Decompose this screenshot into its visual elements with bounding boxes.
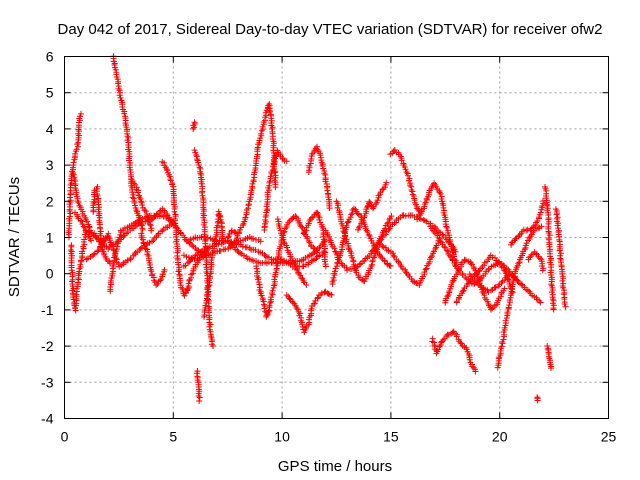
data-point [116,86,122,92]
x-tick-label: 15 [383,429,399,445]
y-tick-label: 6 [46,49,54,65]
y-tick-label: 2 [46,193,54,209]
data-point [544,343,550,349]
y-tick-label: 0 [46,266,54,282]
data-point [171,209,177,215]
series-track-18 [194,368,203,404]
data-point [403,169,409,175]
data-point [538,299,544,305]
data-point [197,395,203,401]
series-track-31 [355,180,389,233]
y-tick-label: 4 [46,121,54,137]
data-point [148,268,154,274]
data-point [136,193,142,199]
series-track-02 [68,227,94,313]
data-point [255,141,261,147]
y-axis-label: SDTVAR / TECUs [6,177,23,297]
data-point [71,159,77,165]
chart-title: Day 042 of 2017, Sidereal Day-to-day VTE… [58,21,603,38]
data-point [563,304,569,310]
series-track-42 [526,249,547,273]
series-track-45 [534,394,540,403]
data-point [251,177,257,183]
y-tick-label: -3 [41,374,54,390]
data-point [551,307,557,313]
data-point [261,302,267,308]
x-axis: 0 5 10 15 20 25 [61,57,617,445]
data-point [246,201,252,207]
data-point [557,255,563,261]
data-point [444,225,450,231]
data-point [267,300,273,306]
series-track-25 [284,289,335,336]
series-track-08 [111,53,146,233]
data-point [140,227,146,233]
series-track-36 [429,329,478,375]
x-tick-label: 10 [274,429,290,445]
y-tick-label: -2 [41,338,54,354]
series-track-44 [553,206,569,310]
data-point [539,203,545,209]
x-axis-label: GPS time / hours [278,458,392,475]
y-tick-label: -4 [41,411,54,427]
series-track-23 [261,148,289,233]
sdtvar-chart: Day 042 of 2017, Sidereal Day-to-day VTE… [0,0,640,480]
data-point [410,192,416,198]
series-track-46 [544,343,554,371]
y-tick-label: -1 [41,302,54,318]
data-point [204,293,210,299]
data-point [391,253,397,259]
x-tick-label: 5 [169,429,177,445]
x-tick-label: 0 [61,429,69,445]
series-track-10 [138,231,167,288]
series-track-34 [414,180,460,265]
data-point [525,227,531,233]
data-point [263,253,269,259]
x-tick-label: 20 [492,429,508,445]
data-points [65,53,568,404]
y-tick-label: 1 [46,230,54,246]
y-tick-label: 5 [46,85,54,101]
data-point [115,80,121,86]
series-track-17 [190,119,198,132]
data-point [272,184,278,190]
data-point [409,187,415,193]
data-point [438,191,444,197]
data-point [242,215,248,221]
data-point [78,258,84,264]
data-point [438,342,444,348]
series-track-32 [387,147,424,215]
data-point [257,284,263,290]
series-track-22 [253,213,319,320]
y-tick-label: 3 [46,157,54,173]
x-tick-label: 25 [601,429,617,445]
data-point [345,219,351,225]
data-point [371,255,377,261]
data-point [196,398,202,404]
data-point [545,346,551,352]
data-point [143,208,149,214]
